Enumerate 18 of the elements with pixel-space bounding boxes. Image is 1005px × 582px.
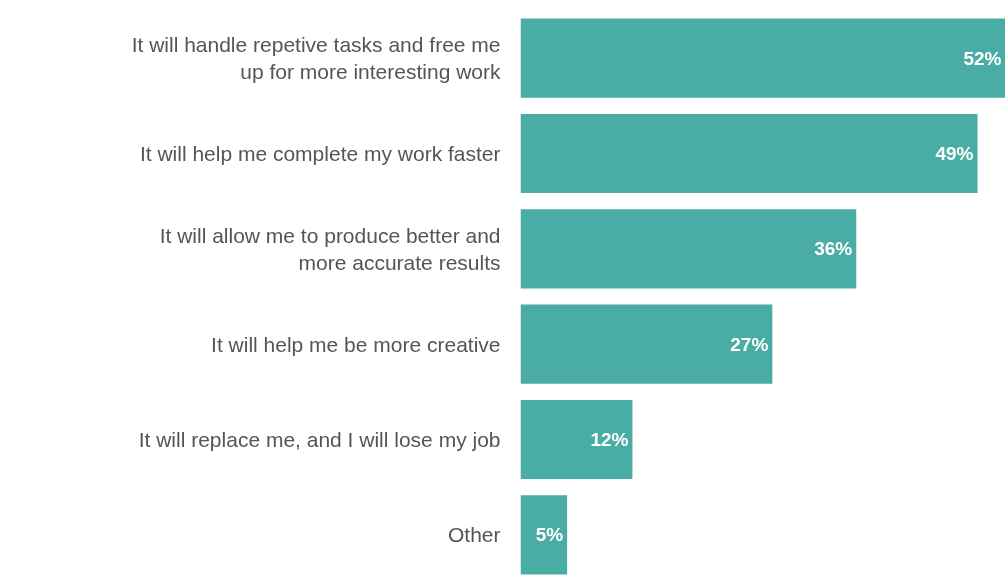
data-label: 5% bbox=[535, 524, 564, 546]
data-label: 27% bbox=[730, 333, 769, 355]
y-tick-label: It will help me be more creative bbox=[211, 332, 501, 356]
bar bbox=[520, 113, 978, 194]
bar bbox=[520, 304, 773, 384]
bar bbox=[520, 399, 633, 480]
bar bbox=[520, 209, 857, 289]
data-label: 12% bbox=[590, 429, 629, 450]
y-tick-label: Other bbox=[447, 523, 501, 547]
data-label: 52% bbox=[963, 47, 1002, 69]
y-tick-label: It will handle repetive tasks and free me up for more interesting work bbox=[131, 32, 501, 84]
y-tick-label: It will help me complete my work faster bbox=[139, 142, 501, 165]
y-tick-label: It will replace me, and I will lose my job bbox=[138, 428, 501, 451]
bar bbox=[520, 18, 1005, 98]
data-label: 36% bbox=[814, 238, 853, 260]
y-tick-label: It will allow me to produce better and more accurate results bbox=[159, 223, 501, 275]
bar bbox=[520, 495, 568, 575]
data-label: 49% bbox=[935, 143, 974, 164]
